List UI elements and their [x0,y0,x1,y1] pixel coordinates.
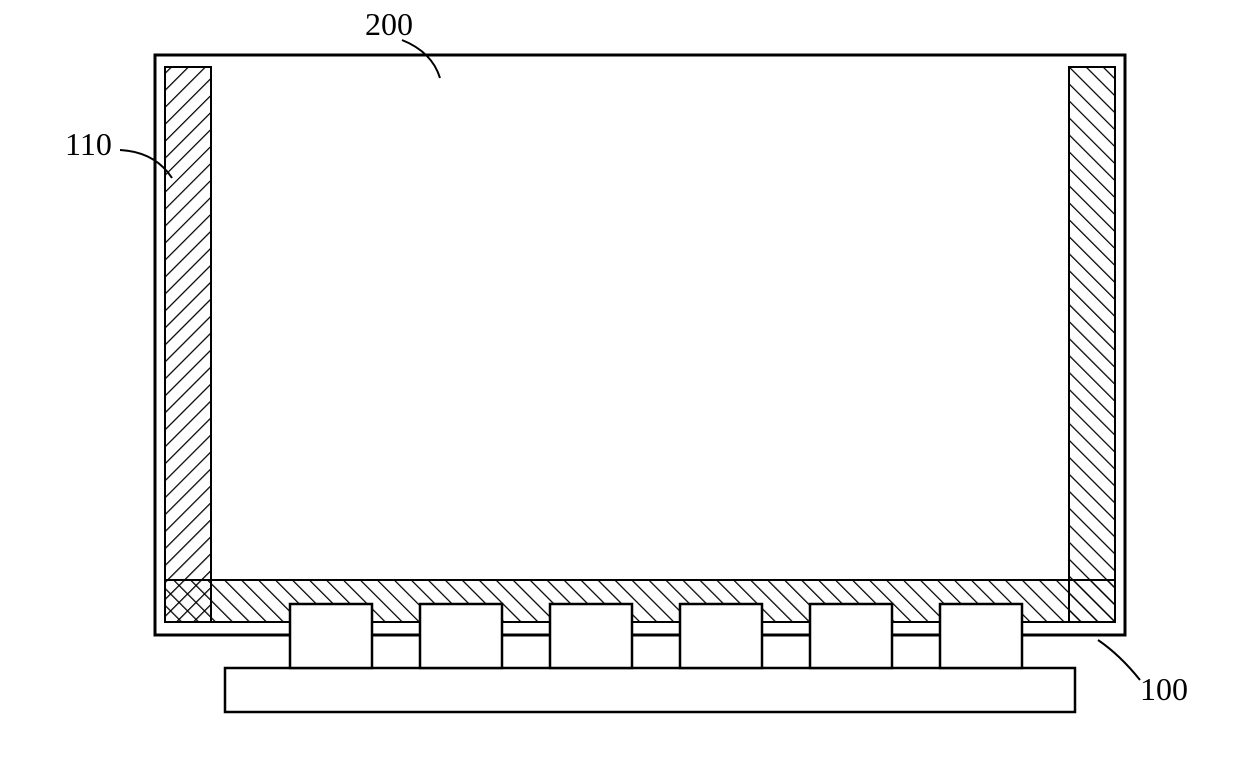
outer-frame [155,55,1125,635]
base-bar [225,668,1075,712]
hatched-left [165,67,211,622]
hatched-right [1069,67,1115,622]
connector-block-3 [550,604,632,668]
connector-block-1 [290,604,372,668]
patent-figure: 200 110 100 [0,0,1240,772]
label_100: 100 [1140,671,1188,707]
connector-block-5 [810,604,892,668]
connector-block-2 [420,604,502,668]
connector-block-6 [940,604,1022,668]
connector-block-4 [680,604,762,668]
label_200: 200 [365,6,413,42]
label_110: 110 [65,126,112,162]
